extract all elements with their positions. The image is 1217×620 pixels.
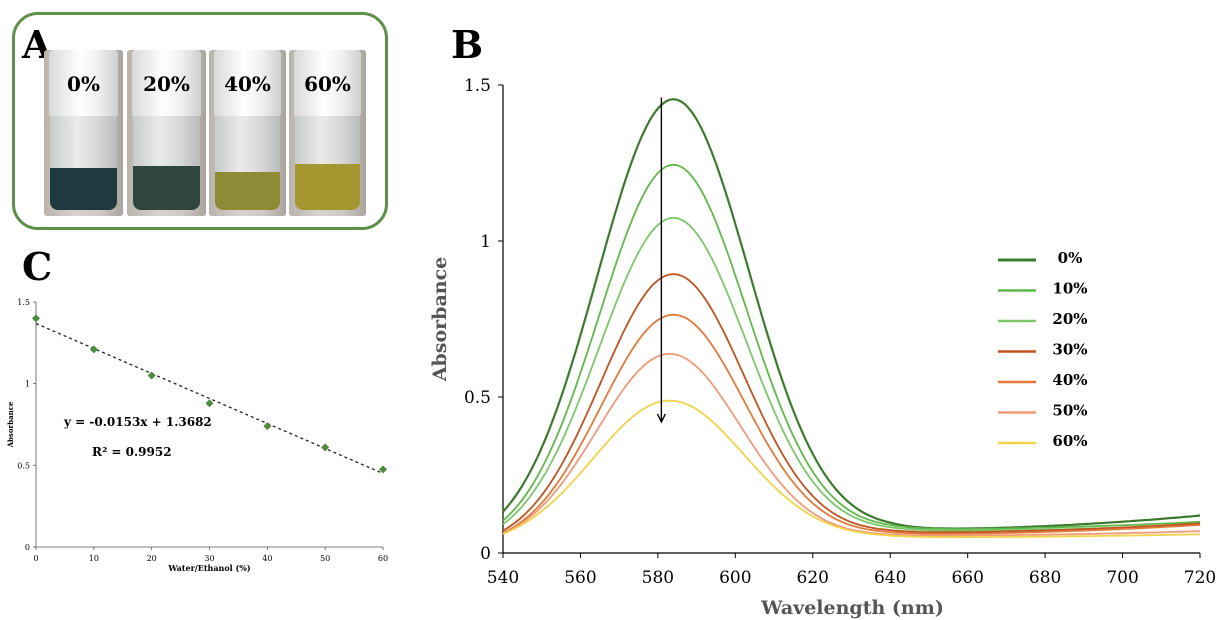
legend-label: 0% [1058, 249, 1083, 267]
vial-cap [131, 50, 202, 116]
vial-cap [293, 50, 362, 116]
vial-label: 40% [224, 72, 271, 96]
vial-label: 20% [143, 72, 190, 96]
c-y-axis-label: Absorbance [6, 401, 15, 448]
c-y-tick-label: 1.5 [17, 298, 30, 307]
legend-label: 60% [1052, 432, 1087, 450]
vial-photo-frame [12, 12, 388, 230]
c-x-tick-label: 30 [204, 554, 214, 563]
legend-label: 30% [1052, 341, 1087, 359]
vial-cap [213, 50, 282, 116]
fit-r-squared: R² = 0.9952 [92, 445, 172, 459]
c-y-tick-label: 0 [25, 543, 30, 552]
data-point [147, 371, 156, 380]
vial-photo: 40% [209, 50, 286, 216]
c-x-tick-label: 20 [147, 554, 157, 563]
vial-liquid [215, 172, 280, 210]
trend-line [35, 322, 384, 475]
y-tick-label: 0 [480, 544, 491, 564]
data-point [263, 422, 272, 431]
x-axis-label: Wavelength (nm) [760, 597, 944, 619]
vial-liquid [295, 164, 360, 210]
data-point [321, 443, 330, 452]
spectrum-line [502, 163, 1201, 530]
vial-photo: 60% [289, 50, 366, 216]
y-tick-label: 1.5 [464, 76, 491, 96]
vial-label: 60% [304, 72, 351, 96]
vial-liquid [50, 168, 117, 210]
c-x-axis-label: Water/Ethanol (%) [167, 563, 251, 573]
vial-liquid [133, 166, 200, 210]
panel-c-letter: C [22, 244, 53, 289]
c-x-tick-label: 0 [33, 554, 38, 563]
c-x-tick-label: 60 [378, 554, 388, 563]
vial-label: 0% [67, 72, 100, 96]
vial-photo: 20% [127, 50, 206, 216]
spectrum-line [502, 399, 1201, 539]
data-point [379, 465, 387, 474]
c-x-tick-label: 10 [89, 554, 99, 563]
x-tick-label: 660 [951, 568, 983, 588]
x-tick-label: 560 [564, 568, 596, 588]
data-point [89, 345, 98, 354]
c-y-tick-label: 1 [25, 380, 30, 389]
decrease-arrow-head [656, 413, 667, 424]
y-tick-label: 1 [480, 232, 491, 252]
spectrum-line [502, 313, 1201, 535]
x-tick-label: 700 [1106, 568, 1138, 588]
x-tick-label: 640 [874, 568, 906, 588]
x-tick-label: 620 [797, 568, 829, 588]
data-point [32, 314, 40, 323]
x-tick-label: 680 [1029, 568, 1061, 588]
spectrum-line [502, 98, 1201, 530]
legend-label: 20% [1052, 310, 1087, 328]
legend-label: 50% [1052, 402, 1087, 420]
legend-label: 40% [1052, 371, 1087, 389]
x-tick-label: 720 [1184, 568, 1216, 588]
x-tick-label: 540 [487, 568, 519, 588]
x-tick-label: 580 [642, 568, 674, 588]
panel-b-letter: B [451, 22, 484, 67]
legend-label: 10% [1052, 280, 1087, 298]
y-axis-label: Absorbance [429, 257, 451, 382]
y-tick-label: 0.5 [464, 388, 491, 408]
data-point [205, 399, 214, 408]
c-x-tick-label: 50 [320, 554, 330, 563]
vial-photo: 0% [44, 50, 123, 216]
x-tick-label: 600 [719, 568, 751, 588]
c-y-tick-label: 0.5 [17, 461, 30, 470]
spectrum-line [502, 352, 1201, 537]
c-x-tick-label: 40 [262, 554, 272, 563]
spectrum-line [502, 273, 1201, 534]
vial-cap [48, 50, 119, 116]
fit-equation: y = -0.0153x + 1.3682 [63, 415, 212, 429]
